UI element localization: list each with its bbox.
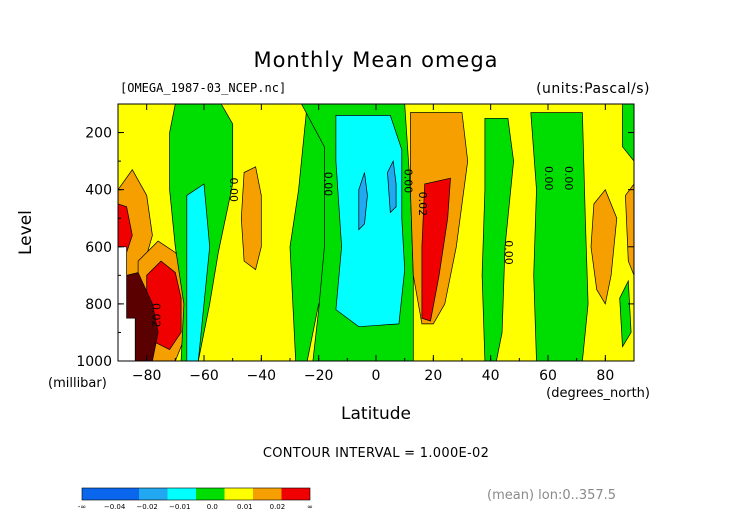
contour-region-10 — [335, 115, 406, 328]
contour-region-20 — [619, 279, 632, 348]
y-tick-label: 600 — [85, 240, 112, 256]
plot-frame — [117, 103, 635, 362]
y-tick-label: 400 — [85, 183, 112, 199]
contour-region-15 — [481, 117, 514, 362]
colorbar-frame — [81, 487, 311, 501]
colorbar: -∞ −0.04 −0.02 −0.01 0.0 0.01 0.02 ∞ — [78, 487, 313, 511]
contour-region-14 — [421, 177, 451, 322]
y-axis-label: Level — [16, 210, 36, 255]
colorbar-swatch — [139, 488, 168, 500]
contour-region-17 — [590, 189, 618, 305]
chart-title: Monthly Mean omega — [253, 48, 499, 72]
y-tick-label: 800 — [85, 297, 112, 313]
colorbar-label: −0.01 — [169, 503, 190, 511]
contour-label: 0.02 — [149, 303, 162, 328]
colorbar-label: 0.02 — [270, 503, 286, 511]
contour-label: 0.00 — [227, 177, 240, 202]
x-tick-label: −40 — [247, 368, 277, 384]
colorbar-swatch — [281, 488, 310, 500]
y-tick-label: 1000 — [76, 354, 112, 370]
y-tick-label: 200 — [85, 126, 112, 142]
units-label: (units:Pascal/s) — [536, 81, 650, 97]
colorbar-label: −0.04 — [104, 503, 126, 511]
colorbar-swatch — [110, 488, 139, 500]
x-tick-label: 80 — [596, 368, 614, 384]
x-axis-unit: (degrees_north) — [546, 386, 650, 401]
x-axis-ticks: −80 −60 −40 −20 0 20 40 60 80 — [117, 104, 635, 384]
x-tick-label: −80 — [132, 368, 162, 384]
colorbar-label: 0.01 — [237, 503, 253, 511]
colorbar-label: −0.02 — [136, 503, 157, 511]
contour-region-6 — [186, 183, 211, 362]
contour-region-7 — [240, 166, 262, 271]
x-tick-label: 40 — [482, 368, 500, 384]
colorbar-label: -∞ — [78, 503, 86, 511]
x-axis-label: Latitude — [341, 404, 411, 424]
colorbar-swatch — [167, 488, 196, 500]
contour-label: 0.00 — [502, 240, 515, 265]
contour-fill-layer — [117, 103, 635, 362]
x-tick-label: 20 — [424, 368, 442, 384]
x-tick-label: −60 — [189, 368, 219, 384]
contour-region-11 — [358, 172, 368, 231]
colorbar-swatch — [82, 488, 111, 500]
y-axis-unit: (millibar) — [48, 376, 107, 391]
file-label: [OMEGA_1987-03_NCEP.nc] — [120, 81, 287, 95]
contour-region-16 — [530, 112, 589, 362]
colorbar-swatch — [253, 488, 282, 500]
x-tick-label: 60 — [539, 368, 557, 384]
colorbar-swatch — [196, 488, 225, 500]
contour-label: 0.00 — [562, 166, 575, 191]
x-tick-label: 0 — [372, 368, 381, 384]
contour-label: 0.00 — [542, 166, 555, 191]
colorbar-label: ∞ — [307, 503, 313, 511]
footer-note: (mean) lon:0..357.5 — [487, 488, 617, 503]
contour-interval: CONTOUR INTERVAL = 1.000E-02 — [262, 446, 490, 461]
contour-label: 0.00 — [321, 172, 334, 197]
colorbar-swatch — [224, 488, 253, 500]
contour-region-12 — [387, 159, 397, 214]
contour-label: 0.00 — [402, 169, 415, 194]
contour-label: 0.02 — [416, 192, 429, 217]
colorbar-label: 0.0 — [207, 503, 218, 511]
contour-labels: 0.00 0.00 0.000.020.000.00 0.000.02 — [149, 166, 575, 328]
x-tick-label: −20 — [304, 368, 334, 384]
